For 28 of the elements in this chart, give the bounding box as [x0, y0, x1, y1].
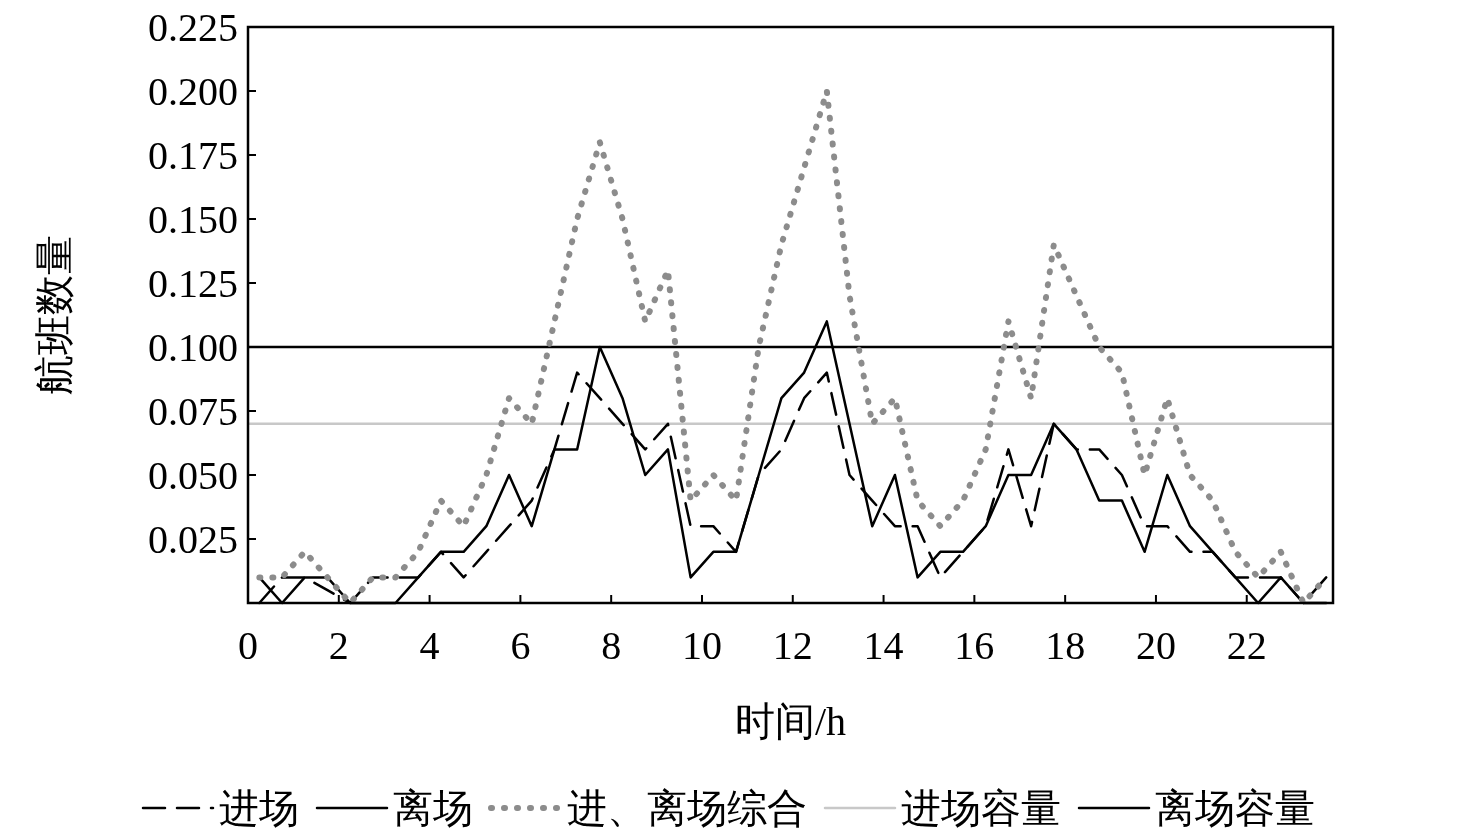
- y-tick-label: 0.100: [148, 325, 238, 370]
- x-tick-label: 20: [1135, 623, 1176, 668]
- legend-label: 离场容量: [1155, 786, 1315, 831]
- x-axis-title: 时间/h: [734, 699, 847, 744]
- x-tick-label: 22: [1226, 623, 1267, 668]
- y-axis-title: 航班数量: [32, 235, 77, 395]
- y-tick-label: 0.025: [148, 517, 238, 562]
- x-tick-label: 14: [863, 623, 904, 668]
- legend-label: 进、离场综合: [567, 786, 807, 831]
- y-tick-label: 0.125: [148, 261, 238, 306]
- legend-label: 进场: [219, 786, 299, 831]
- x-tick-label: 6: [510, 623, 531, 668]
- x-tick-label: 8: [601, 623, 622, 668]
- y-tick-label: 0.050: [148, 453, 238, 498]
- y-tick-label: 0.225: [148, 5, 238, 50]
- y-tick-label: 0.175: [148, 133, 238, 178]
- y-tick-label: 0.200: [148, 69, 238, 114]
- legend-label: 离场: [393, 786, 473, 831]
- x-tick-label: 2: [328, 623, 349, 668]
- x-tick-label: 10: [681, 623, 722, 668]
- y-tick-label: 0.075: [148, 389, 238, 434]
- legend-label: 进场容量: [901, 786, 1061, 831]
- x-tick-label: 0: [238, 623, 258, 668]
- x-tick-label: 4: [419, 623, 440, 668]
- x-tick-label: 18: [1045, 623, 1086, 668]
- x-tick-label: 12: [772, 623, 813, 668]
- x-tick-label: 16: [954, 623, 995, 668]
- y-tick-label: 0.150: [148, 197, 238, 242]
